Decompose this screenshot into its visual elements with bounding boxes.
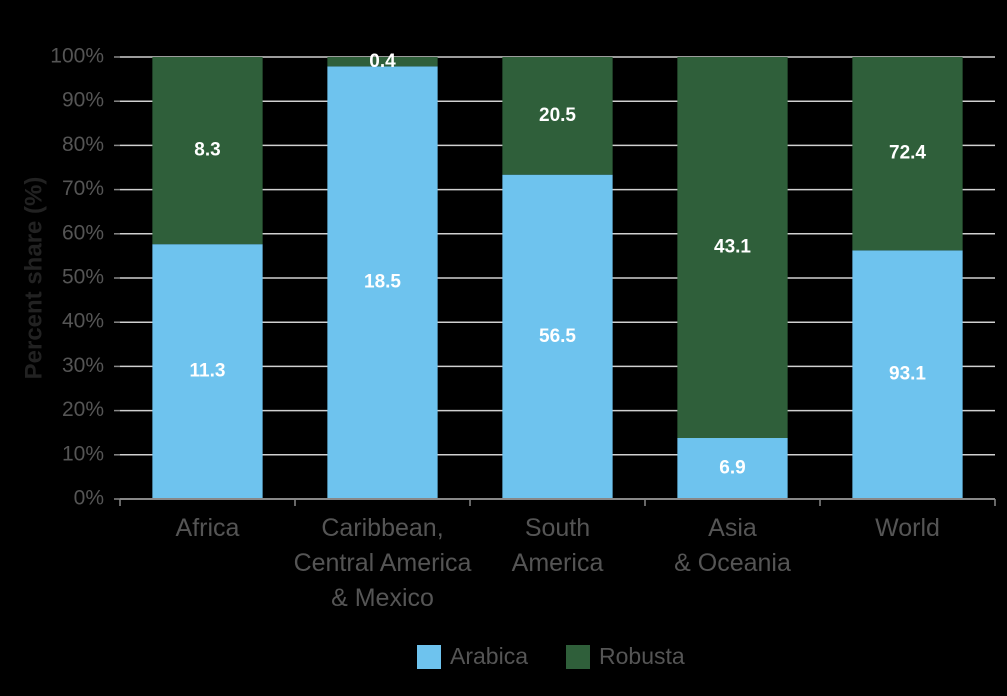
- y-tick-label: 100%: [50, 45, 104, 68]
- y-tick-label: 40%: [62, 310, 104, 333]
- y-tick-label: 50%: [62, 266, 104, 289]
- data-label: 6.9: [719, 458, 745, 479]
- data-label: 56.5: [539, 326, 576, 347]
- data-label: 0.4: [369, 51, 396, 72]
- x-tick-label: Asia & Oceania: [674, 514, 791, 577]
- bar-segment: [852, 250, 963, 499]
- bar-segment: [502, 174, 613, 499]
- bar-segment: [677, 438, 788, 499]
- y-axis-label: Percent share (%): [20, 177, 47, 380]
- y-tick-label: 70%: [62, 177, 104, 200]
- data-label: 11.3: [190, 361, 226, 382]
- y-tick-label: 60%: [62, 221, 104, 244]
- x-tick-label: Africa: [175, 514, 240, 542]
- bar-segment: [852, 57, 963, 251]
- bar-segment: [327, 57, 438, 67]
- legend-label: Robusta: [599, 643, 685, 669]
- data-label: 18.5: [364, 272, 401, 293]
- y-tick-label: 90%: [62, 89, 104, 112]
- x-tick-label: South America: [511, 514, 604, 577]
- bar-segment: [152, 244, 263, 499]
- data-label: 8.3: [194, 140, 220, 161]
- legend-swatch: [566, 645, 590, 669]
- x-tick-label: World: [875, 514, 940, 542]
- bar-segment: [502, 57, 613, 175]
- y-tick-label: 0%: [74, 487, 104, 510]
- legend-label: Arabica: [450, 643, 528, 669]
- bar-segment: [152, 57, 263, 245]
- y-tick-label: 30%: [62, 354, 104, 377]
- data-label: 20.5: [539, 105, 576, 126]
- y-tick-label: 20%: [62, 398, 104, 421]
- bar-segment: [327, 66, 438, 500]
- data-label: 43.1: [714, 237, 751, 258]
- bar-segment: [677, 57, 788, 439]
- y-tick-label: 10%: [62, 442, 104, 465]
- data-label: 93.1: [889, 364, 926, 385]
- x-tick-label: Caribbean, Central America & Mexico: [293, 514, 472, 612]
- legend-swatch: [417, 645, 441, 669]
- data-label: 72.4: [889, 143, 926, 164]
- y-tick-label: 80%: [62, 133, 104, 156]
